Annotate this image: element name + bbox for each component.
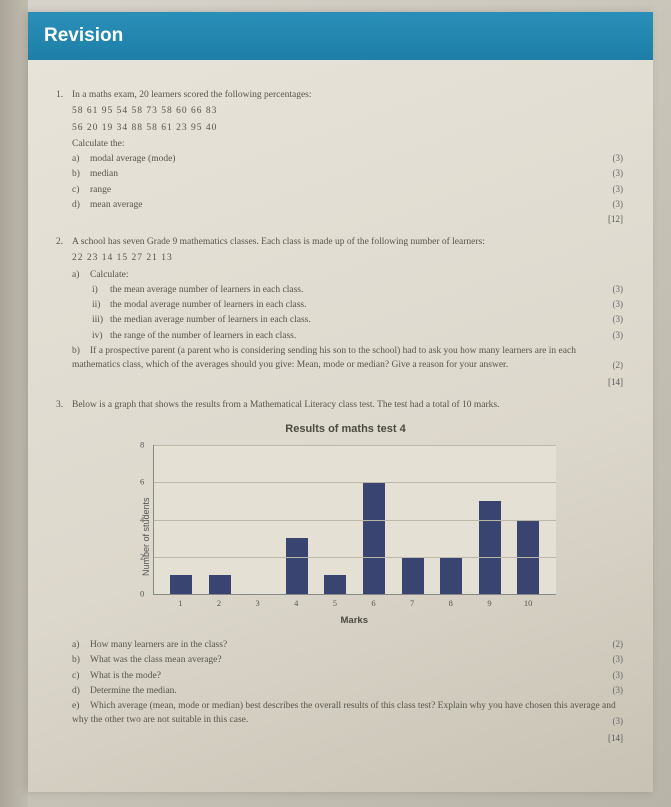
- chart-xtick: 1: [169, 597, 191, 610]
- chart-xtick: 6: [363, 597, 385, 610]
- q2iii-marks: (3): [613, 313, 624, 327]
- q1b-marks: (3): [613, 167, 624, 181]
- q1-data-row2: 56 20 19 34 88 58 61 23 95 40: [72, 121, 619, 135]
- q2iv-label: iv): [92, 329, 110, 343]
- q1a-marks: (3): [613, 152, 624, 166]
- q3c-marks: (3): [613, 669, 624, 683]
- q2iii-label: iii): [92, 313, 110, 327]
- q1a-text: modal average (mode): [90, 154, 175, 164]
- q1-number: 1.: [56, 88, 63, 102]
- q2iv-marks: (3): [613, 329, 624, 343]
- q2iv-text: the range of the number of learners in e…: [110, 331, 296, 341]
- chart-xlabel: Marks: [153, 614, 556, 628]
- chart-xtick: 10: [517, 597, 539, 610]
- q2iii-text: the median average number of learners in…: [110, 315, 311, 325]
- q3c-label: c): [72, 669, 90, 683]
- q2i-text: the mean average number of learners in e…: [110, 285, 303, 295]
- q3c-text: What is the mode?: [90, 671, 161, 681]
- chart-plot-area: 02468: [153, 445, 556, 595]
- q1-intro: In a maths exam, 20 learners scored the …: [72, 88, 619, 102]
- q2ii-label: ii): [92, 298, 110, 312]
- chart-gridline: [154, 557, 556, 558]
- bar-chart: Results of maths test 4 Number of studen…: [136, 421, 556, 629]
- chart-ytick: 2: [140, 550, 144, 563]
- q2-data: 22 23 14 15 27 21 13: [72, 251, 619, 265]
- question-2: 2. A school has seven Grade 9 mathematic…: [72, 235, 619, 388]
- chart-ytick: 8: [140, 439, 144, 452]
- q3d-text: Determine the median.: [90, 686, 177, 696]
- chart-gridline: [154, 445, 556, 446]
- chart-xtick: 8: [440, 597, 462, 610]
- header-bar: Revision: [28, 12, 653, 60]
- q2ii-text: the modal average number of learners in …: [110, 300, 307, 310]
- q1c-text: range: [90, 185, 111, 195]
- question-1: 1. In a maths exam, 20 learners scored t…: [72, 88, 619, 225]
- q1-data-row1: 58 61 95 54 58 73 58 60 66 83: [72, 104, 619, 118]
- q3b-text: What was the class mean average?: [90, 655, 222, 665]
- q1b-text: median: [90, 169, 118, 179]
- q3a-text: How many learners are in the class?: [90, 640, 227, 650]
- chart-bar: [209, 575, 231, 594]
- chart-gridline: [154, 520, 556, 521]
- q1d-marks: (3): [613, 198, 624, 212]
- textbook-page: Revision 1. In a maths exam, 20 learners…: [28, 12, 653, 792]
- q2i-marks: (3): [613, 283, 624, 297]
- q1-calculate: Calculate the:: [72, 137, 619, 151]
- q3-intro: Below is a graph that shows the results …: [72, 398, 619, 412]
- q3e-label: e): [72, 699, 90, 713]
- q2a-label: a): [72, 268, 90, 282]
- chart-xtick: 4: [285, 597, 307, 610]
- chart-xtick: 3: [247, 597, 269, 610]
- q3b-marks: (3): [613, 653, 624, 667]
- chart-ytick: 6: [140, 476, 144, 489]
- q1b-label: b): [72, 167, 90, 181]
- q1-total: [12]: [608, 213, 623, 227]
- q3e-marks: (3): [613, 715, 624, 729]
- page-content: 1. In a maths exam, 20 learners scored t…: [28, 60, 653, 764]
- chart-gridline: [154, 482, 556, 483]
- chart-bar: [170, 575, 192, 594]
- chart-bar: [363, 482, 385, 594]
- chart-xtick: 5: [324, 597, 346, 610]
- q3a-label: a): [72, 638, 90, 652]
- q3e-text: Which average (mean, mode or median) bes…: [72, 701, 616, 725]
- q1d-text: mean average: [90, 200, 142, 210]
- q2ii-marks: (3): [613, 298, 624, 312]
- chart-xtick: 2: [208, 597, 230, 610]
- q2b-label: b): [72, 344, 90, 358]
- chart-title: Results of maths test 4: [136, 421, 556, 438]
- chart-bar: [440, 557, 462, 594]
- q1c-label: c): [72, 183, 90, 197]
- q2-total: [14]: [608, 376, 623, 390]
- question-3: 3. Below is a graph that shows the resul…: [72, 398, 619, 743]
- q2a-text: Calculate:: [90, 270, 129, 280]
- header-title: Revision: [44, 25, 123, 47]
- q2i-label: i): [92, 283, 110, 297]
- chart-ylabel: Number of students: [136, 445, 154, 628]
- chart-bar: [402, 557, 424, 594]
- q1a-label: a): [72, 152, 90, 166]
- chart-xtick: 9: [478, 597, 500, 610]
- chart-ytick: 0: [140, 588, 144, 601]
- q3-number: 3.: [56, 398, 63, 412]
- chart-bar: [286, 538, 308, 594]
- q2b-marks: (2): [613, 359, 624, 373]
- chart-xticks: 1 2 3 4 5 6 7 8 9 10: [153, 595, 556, 610]
- q3-total: [14]: [608, 732, 623, 746]
- chart-ytick: 4: [140, 513, 144, 526]
- q2-intro: A school has seven Grade 9 mathematics c…: [72, 235, 619, 249]
- chart-bar: [479, 501, 501, 594]
- chart-xtick: 7: [401, 597, 423, 610]
- q2b-text: If a prospective parent (a parent who is…: [72, 346, 576, 370]
- q1c-marks: (3): [613, 183, 624, 197]
- q3d-marks: (3): [613, 684, 624, 698]
- q3d-label: d): [72, 684, 90, 698]
- q2-number: 2.: [56, 235, 63, 249]
- q1d-label: d): [72, 198, 90, 212]
- page-binding-shadow: [0, 0, 28, 807]
- q3b-label: b): [72, 653, 90, 667]
- q3a-marks: (2): [613, 638, 624, 652]
- chart-bar: [324, 575, 346, 594]
